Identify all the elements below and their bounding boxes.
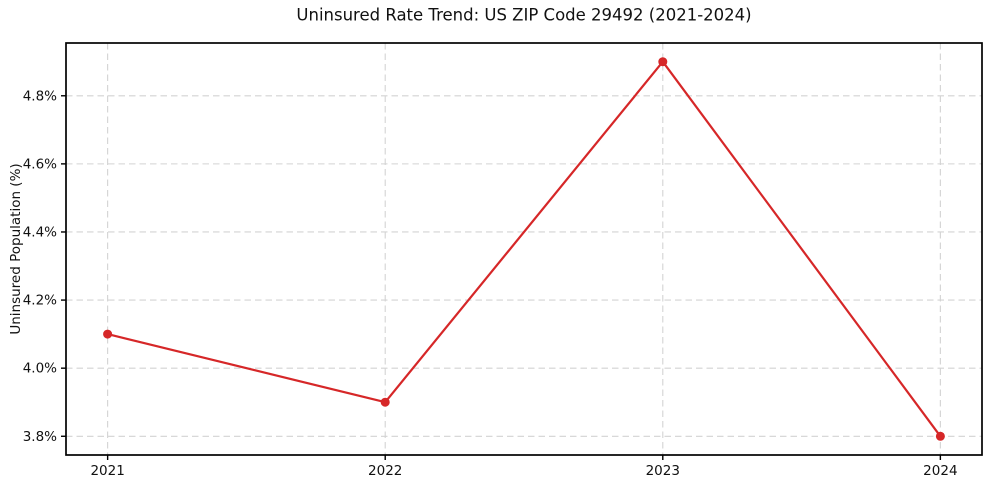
trend-line [106,60,942,438]
y-tick-label: 4.6% [23,156,57,172]
x-tick-label: 2023 [646,463,680,479]
x-tick-label: 2021 [90,463,124,479]
y-tick-label: 3.8% [23,429,57,445]
data-point-marker [658,57,668,67]
plot-border [65,42,983,456]
data-point-marker [935,431,945,441]
y-tick-label: 4.4% [23,224,57,240]
data-point-marker [380,397,390,407]
chart-title: Uninsured Rate Trend: US ZIP Code 29492 … [296,5,752,25]
x-tick-label: 2024 [923,463,957,479]
y-tick-label: 4.0% [23,361,57,377]
data-point-marker [103,329,113,339]
y-tick-label: 4.2% [23,293,57,309]
x-tick-label: 2022 [368,463,402,479]
y-tick-label: 4.8% [23,88,57,104]
